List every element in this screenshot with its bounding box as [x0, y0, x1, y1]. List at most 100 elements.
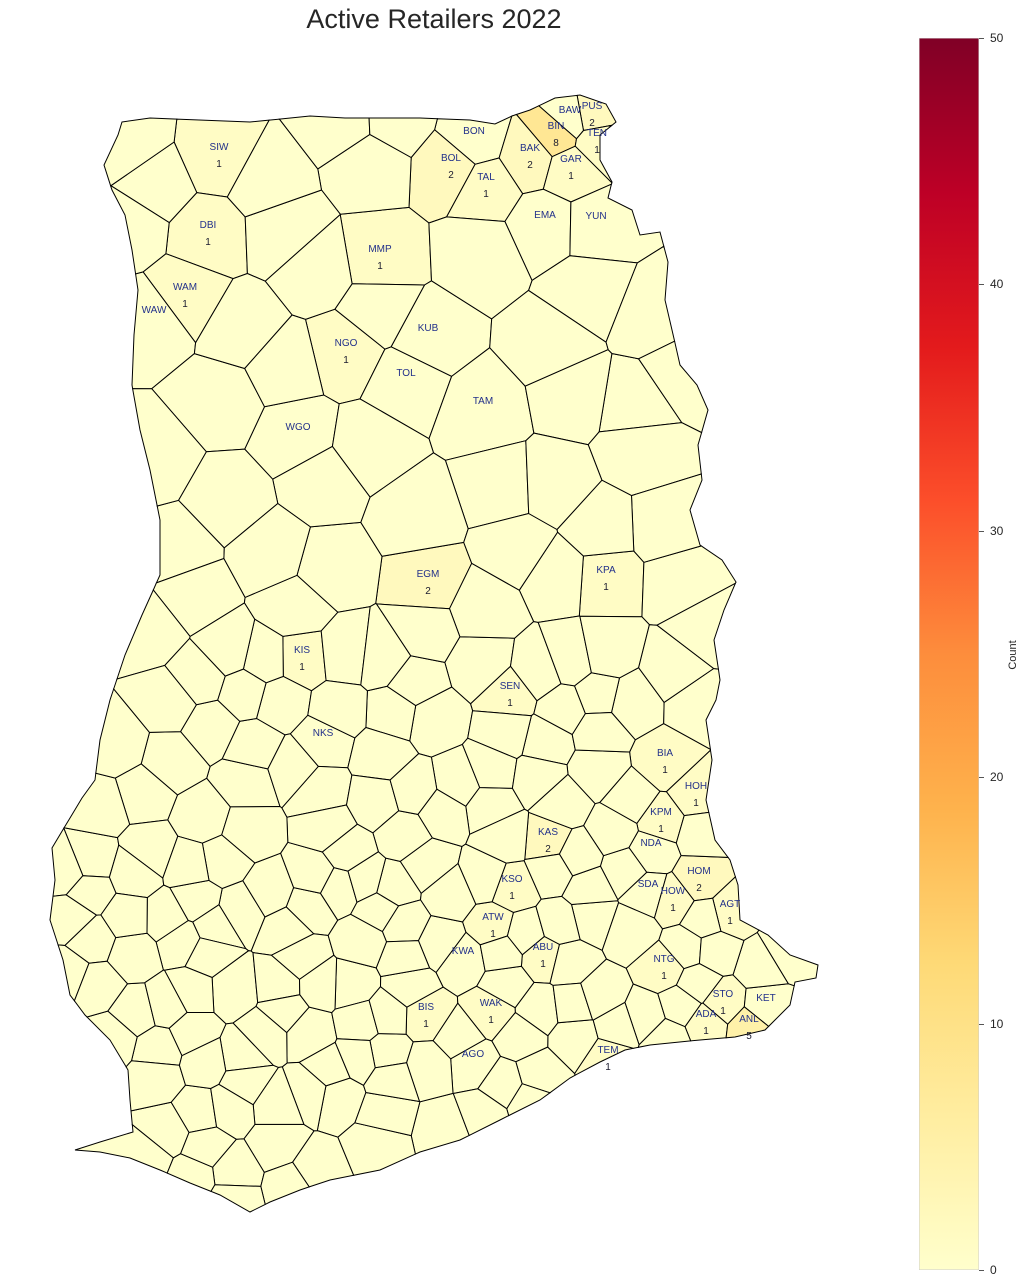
district-shapes — [49, 94, 819, 1213]
district-count-hoh: 1 — [693, 798, 699, 809]
district-shape — [125, 1060, 187, 1112]
district-shape — [637, 1017, 692, 1048]
district-count-pus: 2 — [589, 118, 595, 129]
district-shape — [232, 1005, 288, 1068]
district-shape — [360, 452, 469, 557]
district-code-ema: EMA — [534, 210, 556, 221]
district-code-wam: WAM — [173, 282, 197, 293]
district-shape — [109, 185, 170, 275]
colorbar-label: Count — [1007, 640, 1019, 670]
colorbar-tick-label: 40 — [990, 277, 1004, 292]
district-code-bak: BAK — [520, 143, 540, 154]
district-shape — [656, 582, 737, 670]
district-shape — [675, 811, 730, 858]
district-shape — [368, 986, 408, 1035]
district-count-kpm: 1 — [658, 824, 664, 835]
district-code-how: HOW — [661, 886, 686, 897]
district-code-abu: ABU — [533, 942, 554, 953]
district-count-ten: 1 — [594, 145, 600, 156]
district-shape — [675, 963, 724, 1004]
district-code-kpa: KPA — [596, 565, 616, 576]
district-code-kwa: KWA — [452, 946, 475, 957]
district-code-bol: BOL — [441, 153, 461, 164]
district-shape — [321, 823, 379, 872]
district-code-gar: GAR — [560, 154, 582, 165]
district-count-ngo: 1 — [343, 355, 349, 366]
district-shape — [144, 969, 188, 1029]
district-shape — [217, 668, 267, 722]
district-count-bis: 1 — [423, 1019, 429, 1030]
colorbar — [919, 38, 979, 1270]
district-count-hom: 2 — [696, 883, 702, 894]
district-count-siw: 1 — [216, 159, 222, 170]
district-code-wak: WAK — [480, 998, 503, 1009]
district-code-kas: KAS — [538, 827, 558, 838]
district-code-mmp: MMP — [368, 244, 392, 255]
colorbar-tick-mark — [979, 1270, 984, 1271]
district-shape — [291, 1130, 355, 1188]
district-count-sen: 1 — [507, 698, 513, 709]
district-count-egm: 2 — [425, 586, 431, 597]
district-shape — [389, 753, 438, 815]
district-count-gar: 1 — [568, 171, 574, 182]
district-shape — [210, 1083, 256, 1140]
district-code-bin: BIN — [548, 121, 565, 132]
district-code-ago: AGO — [462, 1049, 484, 1060]
district-shape — [637, 340, 709, 434]
colorbar-tick-label: 0 — [990, 1263, 997, 1277]
colorbar-tick-mark — [979, 777, 984, 779]
district-shape — [375, 603, 461, 663]
district-code-yun: YUN — [585, 211, 606, 222]
district-code-nda: NDA — [640, 838, 661, 849]
district-shape-anl — [725, 1006, 770, 1039]
district-count-ntg: 1 — [661, 971, 667, 982]
ghana-district-map: PUS 2 BAW BIN 8 TEN 1 BON SIW 1 BAK 2 GAR 1 BOL 2 TAL 1 EM… — [49, 94, 819, 1213]
district-count-abu: 1 — [540, 959, 546, 970]
district-shape — [583, 801, 639, 857]
colorbar-tick-label: 50 — [990, 31, 1004, 45]
colorbar-tick-label: 30 — [990, 523, 1004, 538]
district-labels: PUS 2 BAW BIN 8 TEN 1 BON SIW 1 BAK 2 GAR 1 BOL 2 TAL 1 EM… — [142, 101, 776, 1073]
colorbar-tick-mark — [979, 1023, 984, 1025]
district-shape — [678, 897, 722, 939]
district-count-kso: 1 — [509, 891, 515, 902]
district-code-kis: KIS — [294, 645, 310, 656]
district-count-wam: 1 — [182, 299, 188, 310]
district-code-hom: HOM — [687, 866, 710, 877]
district-count-atw: 1 — [490, 929, 496, 940]
district-shape — [432, 1002, 487, 1060]
district-count-kas: 2 — [545, 844, 551, 855]
district-code-waw: WAW — [142, 305, 167, 316]
district-code-tal: TAL — [477, 172, 495, 183]
district-code-pus: PUS — [582, 101, 603, 112]
district-shape — [179, 1126, 238, 1168]
district-shape — [599, 765, 661, 825]
district-shape — [223, 502, 311, 599]
colorbar-tick-mark — [979, 284, 984, 286]
district-code-agt: AGT — [720, 899, 741, 910]
colorbar-tick-mark — [979, 38, 984, 39]
district-code-wgo: WGO — [286, 422, 311, 433]
district-shape-kpa — [578, 550, 645, 618]
district-count-bia: 1 — [662, 765, 668, 776]
district-count-dbi: 1 — [205, 237, 211, 248]
district-shape — [525, 432, 603, 531]
district-code-bia: BIA — [657, 748, 673, 759]
district-code-bon: BON — [463, 126, 485, 137]
district-shape — [362, 1062, 421, 1103]
district-shape — [252, 1066, 305, 1125]
district-code-sen: SEN — [500, 681, 521, 692]
district-shape — [511, 754, 569, 812]
district-count-wak: 1 — [488, 1015, 494, 1026]
district-shape — [368, 117, 439, 159]
district-count-agt: 1 — [727, 916, 733, 927]
district-count-bak: 2 — [527, 160, 533, 171]
district-code-dbi: DBI — [200, 220, 217, 231]
district-shape — [178, 1036, 227, 1090]
district-count-ada: 1 — [703, 1026, 709, 1037]
district-shape — [162, 835, 210, 889]
district-count-kpa: 1 — [603, 582, 609, 593]
district-shape — [489, 289, 609, 387]
district-count-bin: 8 — [553, 138, 559, 149]
district-count-bol: 2 — [448, 170, 454, 181]
